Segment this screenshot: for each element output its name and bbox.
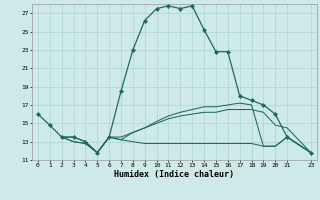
X-axis label: Humidex (Indice chaleur): Humidex (Indice chaleur) — [115, 170, 234, 179]
